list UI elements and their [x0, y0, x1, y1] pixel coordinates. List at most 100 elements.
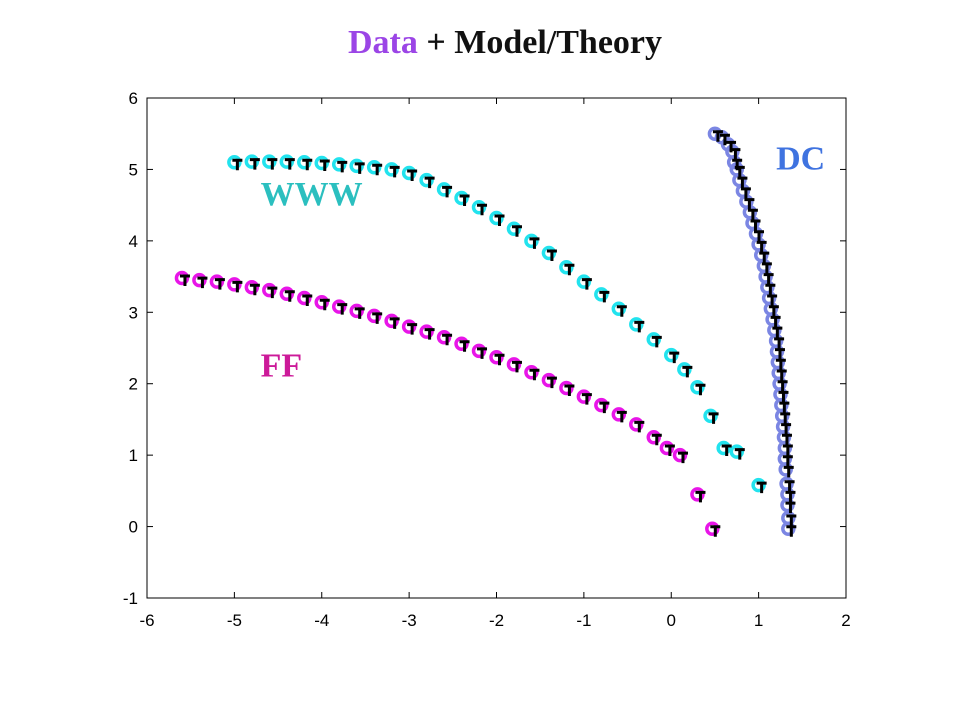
data-point [541, 245, 557, 261]
model-point [785, 490, 796, 503]
model-point [767, 294, 778, 306]
model-point [747, 208, 758, 221]
model-point [782, 455, 793, 467]
data-point [541, 372, 557, 388]
data-point [279, 154, 295, 169]
data-point [436, 330, 452, 345]
data-point [244, 154, 260, 169]
model-point [651, 335, 662, 348]
model-point [319, 298, 330, 311]
model-point [634, 420, 645, 433]
data-point [244, 280, 260, 295]
series-label-ff: FF [261, 348, 303, 385]
model-point [477, 203, 488, 216]
model-point [777, 380, 788, 392]
model-point [494, 353, 505, 366]
data-point [629, 317, 644, 332]
data-point [506, 221, 522, 236]
model-point [529, 368, 540, 381]
x-tick-label: -2 [489, 611, 504, 630]
model-point [267, 286, 278, 299]
model-point [616, 305, 627, 317]
x-tick-label: -4 [314, 611, 329, 630]
model-point [786, 525, 797, 537]
model-point [750, 219, 761, 231]
data-point [401, 165, 417, 181]
data-point [506, 357, 522, 372]
model-point [372, 163, 383, 176]
data-point [384, 313, 399, 329]
data-point [262, 154, 277, 169]
series-label-www: WWW [261, 176, 363, 213]
data-point [778, 462, 793, 477]
model-point [319, 159, 330, 171]
y-tick-label: 3 [129, 303, 138, 322]
model-point [197, 276, 208, 289]
data-point [192, 272, 207, 288]
model-point [651, 433, 662, 446]
model-point [249, 283, 260, 296]
data-point [227, 277, 242, 292]
model-point [477, 347, 488, 359]
model-point [599, 401, 610, 414]
data-point [576, 389, 592, 404]
data-point [419, 324, 434, 339]
model-point [744, 198, 755, 210]
data-point [646, 430, 662, 445]
data-point [366, 308, 382, 324]
data-point [349, 303, 364, 319]
model-point [302, 158, 313, 171]
y-tick-label: 5 [129, 160, 138, 179]
model-point [302, 294, 313, 306]
model-point [708, 412, 719, 424]
model-point [712, 130, 723, 142]
x-tick-label: -6 [139, 611, 154, 630]
data-point [690, 380, 705, 395]
model-point [232, 158, 243, 171]
model-point [783, 465, 794, 478]
data-point [279, 286, 295, 301]
axis-ticks: -6 -5 -4 -3 -2 -1 0 1 2 -1 0 1 2 3 4 5 6 [123, 89, 851, 630]
data-point [524, 365, 539, 380]
model-point [775, 358, 786, 371]
model-point [734, 448, 745, 460]
y-tick-label: 1 [129, 446, 138, 465]
model-point [459, 340, 470, 352]
x-tick-label: 0 [667, 611, 676, 630]
data-point [297, 155, 312, 170]
model-point [710, 525, 721, 537]
data-point [174, 270, 190, 286]
data-point [314, 155, 329, 171]
model-point [581, 393, 592, 405]
data-point [690, 487, 705, 502]
model-point [634, 320, 645, 333]
y-tick-label: -1 [123, 589, 138, 608]
model-point [780, 412, 791, 424]
model-point [730, 148, 741, 160]
data-point [664, 347, 679, 363]
x-tick-label: -5 [227, 611, 242, 630]
series-label-dc: DC [776, 140, 825, 177]
model-point [564, 384, 575, 396]
data-point [629, 417, 644, 432]
model-point [781, 433, 792, 446]
data-point [419, 172, 434, 188]
model-point [599, 290, 610, 303]
model-point [284, 158, 295, 170]
series-ff [174, 270, 721, 537]
data-point [781, 521, 796, 536]
model-point [424, 328, 435, 340]
data-point [471, 200, 487, 215]
data-point [331, 299, 347, 314]
model-point [442, 185, 453, 198]
model-point [719, 133, 730, 146]
model-point [232, 280, 243, 293]
model-point [511, 225, 522, 237]
data-point [297, 290, 312, 306]
chart-title: Data + Model/Theory [0, 24, 960, 62]
data-point [454, 336, 469, 351]
data-point [366, 160, 382, 175]
model-point [765, 283, 776, 296]
model-point [761, 262, 772, 274]
